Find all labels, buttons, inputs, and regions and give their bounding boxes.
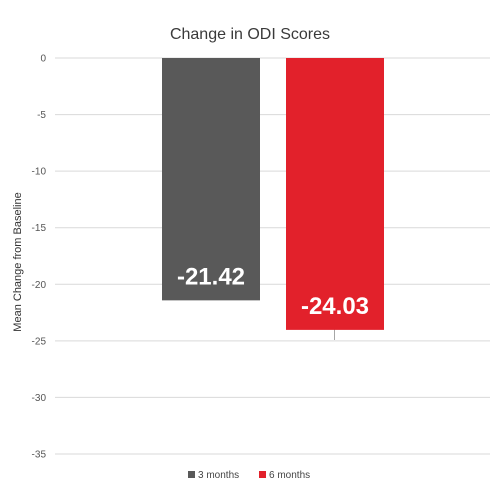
bar-3-months <box>162 58 260 301</box>
y-tick-label: -5 <box>37 110 46 121</box>
legend: 3 months 6 months <box>188 470 310 481</box>
y-tick-label: -35 <box>32 450 47 461</box>
chart-title: Change in ODI Scores <box>170 26 330 43</box>
y-tick-label: -10 <box>32 167 47 178</box>
data-label: -24.03 <box>301 293 369 320</box>
y-tick-label: -30 <box>32 393 47 404</box>
data-label: -21.42 <box>177 263 245 290</box>
y-tick-label: -15 <box>32 223 47 234</box>
legend-swatch <box>188 471 195 478</box>
y-axis-label: Mean Change from Baseline <box>12 192 24 331</box>
legend-label: 6 months <box>269 470 310 481</box>
y-tick-label: -20 <box>32 280 47 291</box>
legend-label: 3 months <box>198 470 239 481</box>
gridlines <box>55 57 490 455</box>
bar-6-months <box>286 58 384 330</box>
y-tick-label: 0 <box>40 54 46 65</box>
y-axis-ticks: 0 -5 -10 -15 -20 -25 -30 -35 <box>32 54 47 461</box>
y-tick-label: -25 <box>32 336 47 347</box>
bars: -21.42 -24.03 <box>162 58 384 330</box>
legend-swatch <box>259 471 266 478</box>
